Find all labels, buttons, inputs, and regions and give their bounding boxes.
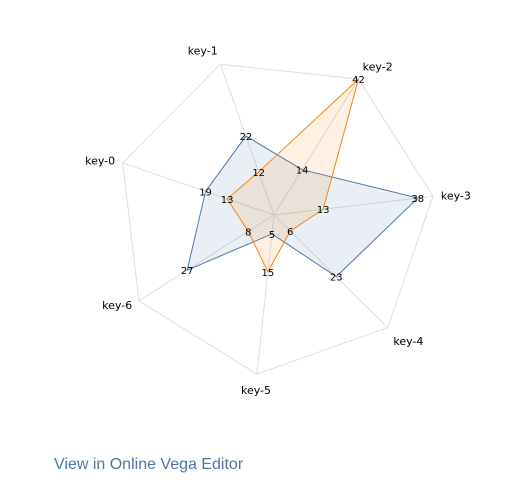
axis-label-key-6: key-6 (102, 299, 132, 312)
radar-outer-ring (122, 63, 434, 375)
axis-label-key-5: key-5 (241, 384, 271, 397)
axis-label-key-4: key-4 (393, 335, 423, 348)
view-in-vega-editor-link[interactable]: View in Online Vega Editor (54, 456, 244, 473)
series-1-polygon (226, 77, 360, 273)
radar-grid (122, 63, 434, 375)
axis-label-key-3: key-3 (441, 189, 471, 202)
radar-chart-svg: 19 22 14 38 23 5 27 13 12 42 13 6 15 8 key-0 key-1 key-2… (85, 45, 471, 397)
radar-spoke-key-6 (138, 214, 275, 302)
series-0-value-label: 19 (199, 187, 212, 198)
radar-spoke-key-5 (256, 214, 275, 375)
series-0-value-label: 5 (269, 230, 275, 241)
series-1-value-label: 6 (287, 227, 293, 238)
series-1-value-label: 13 (317, 205, 330, 216)
radar-spoke-key-1 (219, 64, 275, 216)
radar-spoke-key-3 (273, 195, 433, 216)
radar-spoke-key-2 (273, 78, 359, 216)
series-0-value-label: 38 (411, 194, 424, 205)
series-1-value-label: 12 (252, 168, 265, 179)
radar-spoke-key-0 (122, 162, 275, 216)
series-1-value-label: 13 (221, 195, 234, 206)
radar-chart: 19 22 14 38 23 5 27 13 12 42 13 6 15 8 key-0 key-1 key-2… (85, 45, 471, 397)
radar-spoke-key-4 (273, 214, 389, 328)
series-1-value-label: 8 (245, 227, 251, 238)
series-0-value-label: 23 (330, 273, 343, 284)
series-0-value-label: 27 (181, 266, 194, 277)
series-0-polygon (186, 135, 419, 278)
series-1-value-label: 42 (352, 75, 365, 86)
series-0-value-label: 22 (240, 132, 253, 143)
axis-label-key-0: key-0 (85, 154, 115, 167)
axis-label-key-1: key-1 (188, 45, 218, 58)
series-1-value-label: 15 (262, 268, 275, 279)
axis-label-key-2: key-2 (363, 60, 393, 73)
series-0-value-label: 14 (296, 166, 309, 177)
